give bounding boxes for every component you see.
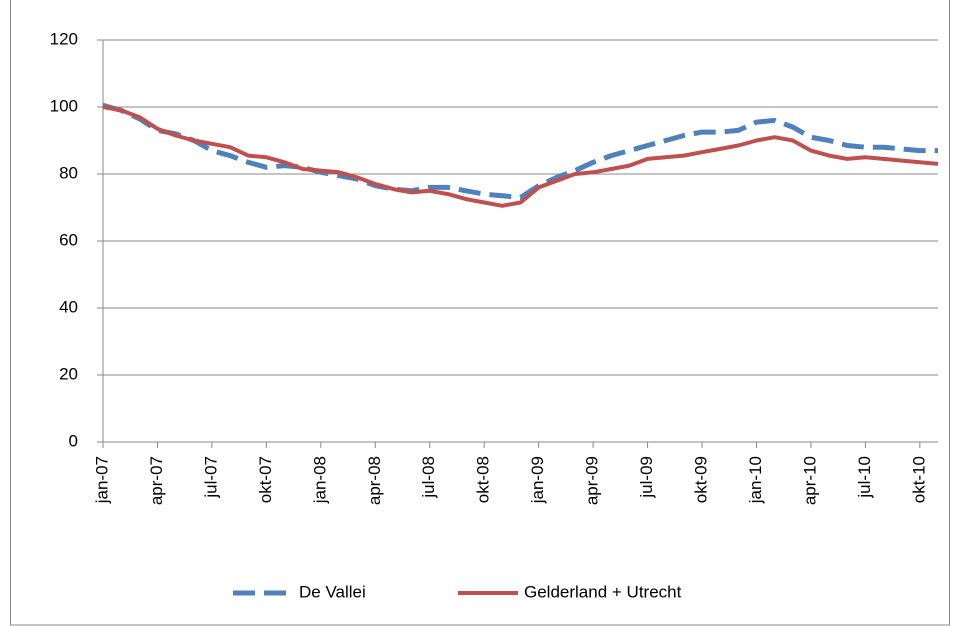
x-tick-label: okt-09	[692, 456, 711, 503]
x-tick-label: jan-08	[310, 456, 329, 504]
x-tick-label: jan-07	[92, 456, 111, 504]
x-tick-label: jul-10	[855, 456, 874, 499]
x-tick-label: jul-08	[419, 456, 438, 499]
x-tick-label: okt-08	[474, 456, 493, 503]
x-tick-label: jan-10	[746, 456, 765, 504]
y-tick-label: 0	[69, 431, 78, 450]
x-tick-label: apr-09	[583, 456, 602, 505]
x-tick-label: jul-09	[637, 456, 656, 499]
legend-label: De Vallei	[299, 582, 366, 601]
series-line	[102, 105, 939, 208]
y-tick-label: 40	[59, 297, 78, 316]
series-line	[102, 102, 938, 200]
x-tick-label: apr-07	[147, 456, 166, 505]
x-tick-label: apr-10	[800, 456, 819, 505]
y-tick-label: 80	[59, 163, 78, 182]
x-tick-label: apr-08	[365, 456, 384, 505]
x-tick-label: okt-07	[256, 456, 275, 503]
x-tick-label: okt-10	[909, 456, 928, 503]
y-tick-label: 60	[59, 230, 78, 249]
x-tick-label: jan-09	[528, 456, 547, 504]
y-tick-label: 100	[50, 96, 78, 115]
x-tick-label: jul-07	[201, 456, 220, 499]
chart-frame	[10, 0, 950, 626]
y-tick-label: 20	[59, 364, 78, 383]
y-tick-label: 120	[50, 29, 78, 48]
legend-label: Gelderland + Utrecht	[524, 582, 682, 601]
